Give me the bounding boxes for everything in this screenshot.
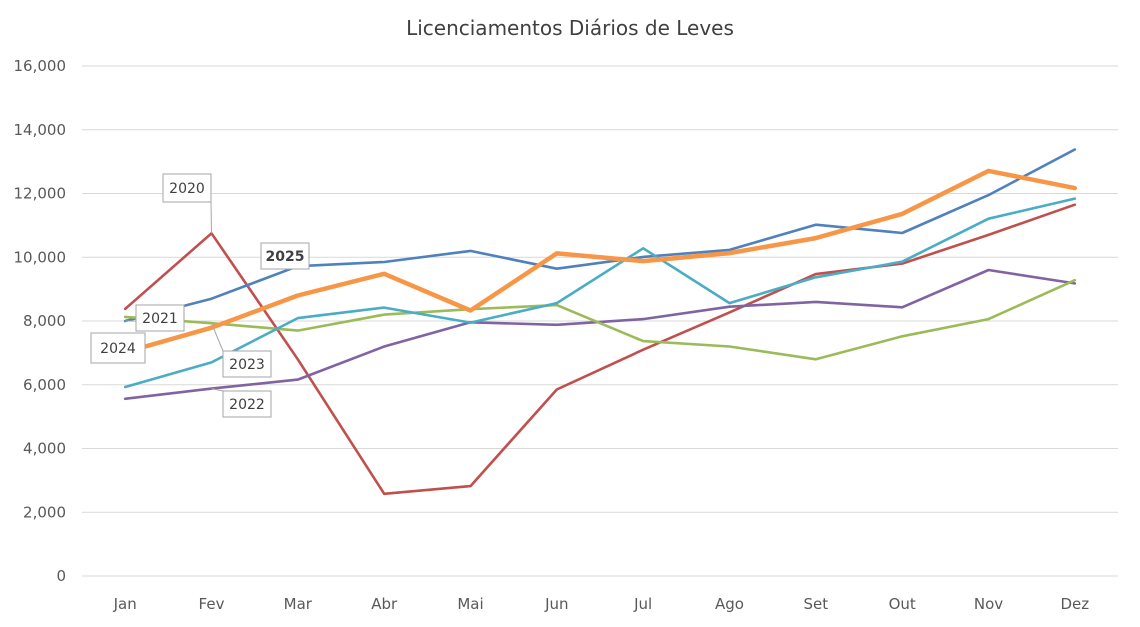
callout-box	[260, 242, 310, 270]
x-tick-label: Fev	[199, 595, 225, 613]
x-tick-label: Jul	[633, 595, 652, 613]
y-tick-label: 2,000	[23, 503, 66, 521]
callout-label: 2024	[100, 341, 136, 357]
y-tick-label: 6,000	[23, 376, 66, 394]
x-tick-label: Out	[889, 595, 916, 613]
callout-box	[90, 332, 146, 364]
callout-pointer	[211, 388, 224, 392]
x-tick-label: Dez	[1061, 595, 1090, 613]
x-tick-label: Ago	[715, 595, 744, 613]
y-tick-label: 14,000	[14, 121, 67, 139]
callout-label: 2020	[169, 181, 205, 197]
y-tick-label: 8,000	[23, 312, 66, 330]
callout-label: 2021	[142, 311, 178, 327]
series-line-2021	[123, 148, 1077, 323]
series-line-2024	[123, 197, 1077, 389]
y-tick-label: 10,000	[14, 248, 67, 266]
callout-pointer	[211, 323, 224, 352]
callout-box	[135, 304, 185, 332]
x-tick-label: Mai	[457, 595, 483, 613]
callout-label: 2023	[229, 357, 265, 373]
series-line-2020	[123, 203, 1077, 496]
callout-pointer	[210, 201, 212, 234]
series-line-2025	[122, 168, 1078, 355]
x-tick-label: Abr	[371, 595, 398, 613]
x-tick-label: Jun	[544, 595, 568, 613]
series-line-2023	[123, 278, 1077, 361]
y-tick-label: 12,000	[14, 185, 67, 203]
x-tick-label: Set	[804, 595, 829, 613]
x-tick-label: Nov	[974, 595, 1003, 613]
y-tick-label: 4,000	[23, 440, 66, 458]
y-tick-label: 16,000	[14, 57, 67, 75]
y-tick-label: 0	[56, 567, 66, 585]
callout-box	[162, 173, 212, 203]
chart-title: Licenciamentos Diários de Leves	[406, 16, 734, 40]
callout-label: 2022	[229, 397, 265, 413]
callout-label: 2025	[266, 249, 305, 265]
x-tick-label: Jan	[113, 595, 137, 613]
x-tick-label: Mar	[284, 595, 313, 613]
callout-box	[222, 350, 272, 378]
callout-box	[222, 390, 272, 418]
